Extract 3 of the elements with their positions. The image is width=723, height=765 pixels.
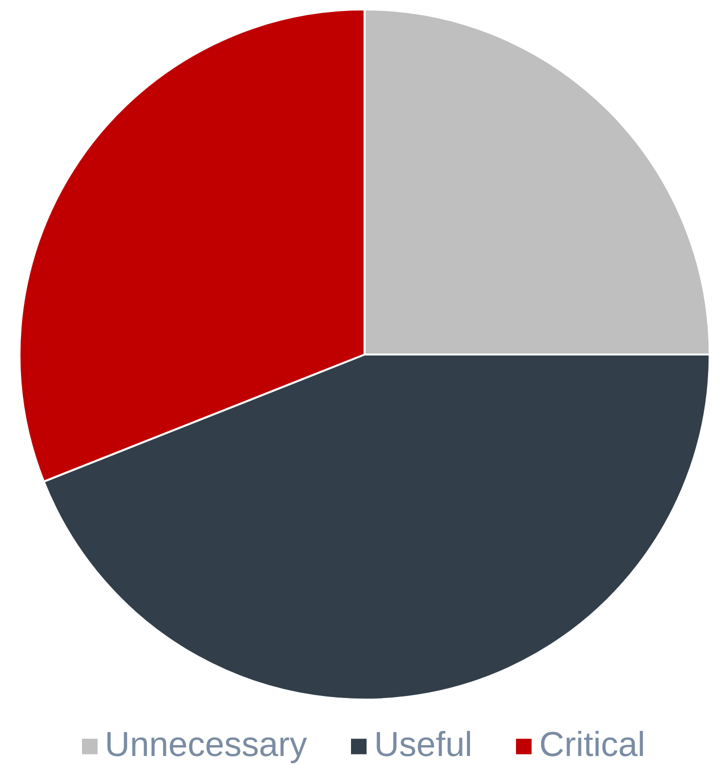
legend-label: Critical bbox=[539, 726, 646, 765]
legend-label: Useful bbox=[374, 726, 472, 765]
legend-label: Unnecessary bbox=[104, 726, 308, 765]
